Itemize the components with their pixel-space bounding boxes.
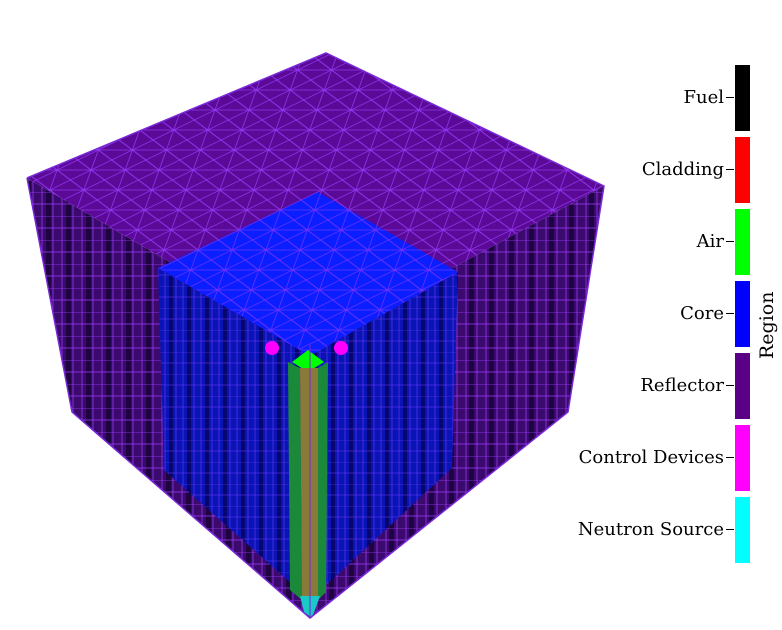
legend-tick — [726, 529, 735, 530]
legend-item-control-devices: Control Devices — [560, 424, 752, 492]
legend-swatch-core — [734, 280, 751, 348]
region-legend: Fuel Cladding Air Core Reflector Control… — [560, 60, 782, 580]
legend-label: Fuel — [683, 87, 725, 108]
legend-label: Neutron Source — [577, 519, 724, 540]
core-right-face — [310, 272, 458, 600]
legend-swatch-cladding — [734, 136, 751, 204]
legend-item-cladding: Cladding — [560, 136, 752, 204]
legend-item-neutron-source: Neutron Source — [560, 496, 752, 564]
legend-label: Control Devices — [578, 447, 724, 468]
legend-label: Reflector — [640, 375, 724, 396]
legend-tick — [726, 385, 735, 386]
control-device-right — [334, 341, 348, 355]
legend-tick — [726, 457, 735, 458]
air-gap-top — [292, 350, 324, 372]
legend-title: Region — [756, 291, 778, 359]
legend-tick — [726, 97, 735, 98]
legend-item-fuel: Fuel — [560, 64, 752, 132]
legend-label: Cladding — [641, 159, 724, 180]
legend-label: Core — [680, 303, 724, 324]
legend-tick — [726, 169, 735, 170]
legend-swatch-control-devices — [734, 424, 751, 492]
legend-item-air: Air — [560, 208, 752, 276]
legend-tick — [726, 313, 735, 314]
legend-swatch-fuel — [734, 64, 751, 132]
legend-label: Air — [696, 231, 724, 252]
fuel-pin-right — [318, 362, 328, 600]
legend-item-reflector: Reflector — [560, 352, 752, 420]
legend-swatch-reflector — [734, 352, 751, 420]
legend-item-core: Core — [560, 280, 752, 348]
cube-outline — [26, 52, 605, 619]
legend-swatch-neutron-source — [734, 496, 751, 564]
legend-swatch-air — [734, 208, 751, 276]
fuel-pin-left — [288, 362, 302, 600]
fuel-pin-center — [300, 368, 318, 600]
core-top-mesh — [158, 192, 458, 356]
legend-tick — [726, 241, 735, 242]
control-device-left — [265, 341, 279, 355]
